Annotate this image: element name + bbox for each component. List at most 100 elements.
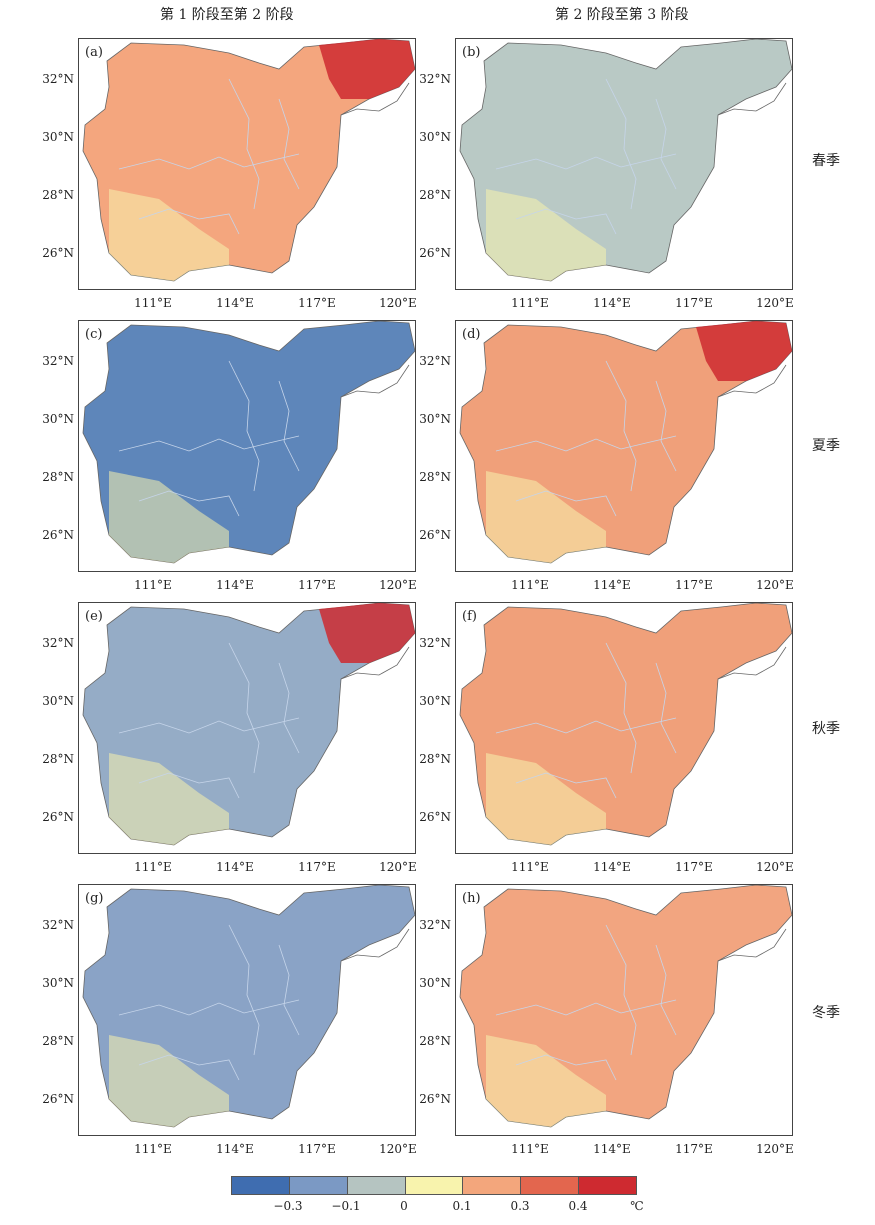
- latitude-tick-label: 30°N: [42, 130, 74, 144]
- river-line: [278, 944, 300, 1036]
- river-line: [515, 1054, 617, 1081]
- contour-band: [109, 189, 229, 281]
- longitude-tick-label: 120°E: [756, 860, 794, 874]
- river-line: [278, 662, 300, 754]
- latitude-tick-label: 26°N: [42, 528, 74, 542]
- longitude-tick-label: 111°E: [134, 296, 172, 310]
- legend-label: −0.1: [331, 1199, 361, 1213]
- coastline: [717, 364, 787, 398]
- panel-label: (e): [85, 609, 103, 624]
- river-line: [605, 642, 637, 774]
- longitude-tick-label: 114°E: [593, 860, 631, 874]
- longitude-tick-label: 111°E: [134, 1142, 172, 1156]
- contour-band: [109, 471, 229, 563]
- river-line: [138, 490, 240, 517]
- river-line: [515, 772, 617, 799]
- column-title-right: 第 2 阶段至第 3 阶段: [555, 7, 689, 23]
- legend-unit: ℃: [630, 1199, 644, 1213]
- legend-swatch: [579, 1177, 637, 1194]
- longitude-tick-label: 117°E: [675, 860, 713, 874]
- longitude-tick-label: 117°E: [675, 578, 713, 592]
- map-svg: [459, 603, 792, 846]
- longitude-tick-label: 117°E: [675, 296, 713, 310]
- coastline: [340, 364, 410, 398]
- longitude-tick-label: 111°E: [511, 578, 549, 592]
- legend-swatch: [289, 1177, 348, 1194]
- contour-band: [109, 753, 229, 845]
- season-label-winter: 冬季: [812, 1005, 840, 1021]
- coastline: [717, 646, 787, 680]
- latitude-tick-label: 32°N: [42, 636, 74, 650]
- longitude-tick-label: 120°E: [379, 578, 417, 592]
- river-line: [495, 717, 677, 734]
- river-line: [495, 999, 677, 1016]
- longitude-tick-label: 120°E: [756, 296, 794, 310]
- river-line: [605, 360, 637, 492]
- latitude-tick-label: 32°N: [419, 354, 451, 368]
- season-label-summer: 夏季: [812, 438, 840, 454]
- longitude-tick-label: 117°E: [675, 1142, 713, 1156]
- longitude-tick-label: 114°E: [593, 296, 631, 310]
- latitude-tick-label: 30°N: [419, 412, 451, 426]
- map-svg: [459, 885, 792, 1128]
- legend-label: 0.3: [510, 1199, 530, 1213]
- latitude-tick-label: 28°N: [419, 1034, 451, 1048]
- latitude-tick-label: 32°N: [419, 636, 451, 650]
- latitude-tick-label: 26°N: [419, 246, 451, 260]
- map-svg: [82, 885, 415, 1128]
- longitude-tick-label: 117°E: [298, 578, 336, 592]
- river-line: [228, 924, 260, 1056]
- river-line: [118, 717, 300, 734]
- season-label-autumn: 秋季: [812, 721, 840, 737]
- longitude-tick-label: 117°E: [298, 860, 336, 874]
- panel-label: (g): [85, 891, 104, 906]
- panel-label: (a): [85, 45, 103, 60]
- longitude-tick-label: 111°E: [511, 860, 549, 874]
- latitude-tick-label: 28°N: [419, 188, 451, 202]
- longitude-tick-label: 114°E: [216, 578, 254, 592]
- river-line: [138, 1054, 240, 1081]
- panel-label: (c): [85, 327, 103, 342]
- longitude-tick-label: 111°E: [511, 296, 549, 310]
- latitude-tick-label: 26°N: [419, 528, 451, 542]
- latitude-tick-label: 32°N: [419, 918, 451, 932]
- legend-label: 0.4: [568, 1199, 588, 1213]
- latitude-tick-label: 26°N: [42, 246, 74, 260]
- river-line: [605, 78, 637, 210]
- latitude-tick-label: 28°N: [42, 188, 74, 202]
- longitude-tick-label: 120°E: [379, 860, 417, 874]
- contour-band: [319, 603, 415, 663]
- longitude-tick-label: 120°E: [379, 296, 417, 310]
- latitude-tick-label: 26°N: [42, 810, 74, 824]
- latitude-tick-label: 26°N: [42, 1092, 74, 1106]
- contour-band: [486, 189, 606, 281]
- column-title-left: 第 1 阶段至第 2 阶段: [160, 7, 294, 23]
- longitude-tick-label: 114°E: [216, 1142, 254, 1156]
- contour-band: [696, 321, 792, 381]
- latitude-tick-label: 26°N: [419, 810, 451, 824]
- latitude-tick-label: 32°N: [42, 354, 74, 368]
- color-legend: [231, 1176, 637, 1195]
- latitude-tick-label: 26°N: [419, 1092, 451, 1106]
- latitude-tick-label: 32°N: [419, 72, 451, 86]
- longitude-tick-label: 114°E: [593, 1142, 631, 1156]
- panel-label: (b): [462, 45, 481, 60]
- latitude-tick-label: 30°N: [419, 694, 451, 708]
- longitude-tick-label: 120°E: [756, 1142, 794, 1156]
- river-line: [495, 153, 677, 170]
- river-line: [605, 924, 637, 1056]
- river-line: [118, 153, 300, 170]
- contour-band: [486, 1035, 606, 1127]
- latitude-tick-label: 28°N: [419, 752, 451, 766]
- contour-band: [486, 753, 606, 845]
- river-line: [515, 208, 617, 235]
- longitude-tick-label: 117°E: [298, 1142, 336, 1156]
- latitude-tick-label: 30°N: [42, 976, 74, 990]
- map-panel: (d): [455, 320, 793, 572]
- latitude-tick-label: 30°N: [42, 412, 74, 426]
- map-panel: (b): [455, 38, 793, 290]
- coastline: [717, 928, 787, 962]
- legend-label: 0: [400, 1199, 408, 1213]
- river-line: [655, 662, 677, 754]
- contour-band: [319, 39, 415, 99]
